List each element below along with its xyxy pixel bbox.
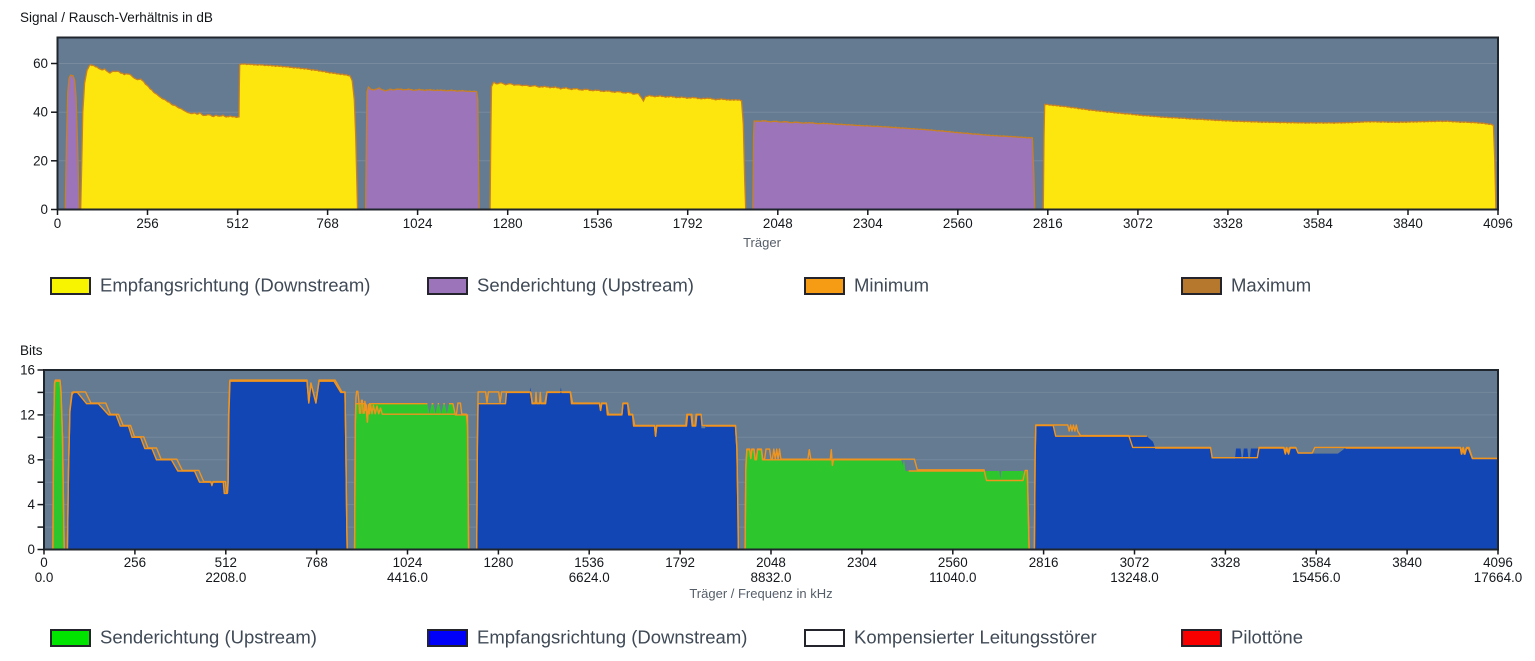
svg-text:3328: 3328 bbox=[1213, 216, 1243, 231]
svg-text:1792: 1792 bbox=[665, 555, 695, 570]
svg-text:Senderichtung (Upstream): Senderichtung (Upstream) bbox=[100, 626, 317, 647]
svg-text:3584: 3584 bbox=[1303, 216, 1333, 231]
svg-text:4416.0: 4416.0 bbox=[387, 570, 428, 585]
svg-text:Minimum: Minimum bbox=[854, 274, 929, 295]
svg-text:1792: 1792 bbox=[673, 216, 703, 231]
svg-text:2816: 2816 bbox=[1029, 555, 1059, 570]
svg-text:1024: 1024 bbox=[403, 216, 433, 231]
svg-text:0: 0 bbox=[40, 555, 47, 570]
svg-text:4096: 4096 bbox=[1483, 555, 1513, 570]
svg-text:16: 16 bbox=[20, 363, 35, 378]
svg-text:1024: 1024 bbox=[393, 555, 423, 570]
svg-text:6624.0: 6624.0 bbox=[569, 570, 610, 585]
svg-text:256: 256 bbox=[136, 216, 158, 231]
svg-text:Kompensierter Leitungsstörer: Kompensierter Leitungsstörer bbox=[854, 626, 1097, 647]
svg-text:768: 768 bbox=[316, 216, 338, 231]
svg-text:2304: 2304 bbox=[853, 216, 883, 231]
svg-text:3328: 3328 bbox=[1211, 555, 1241, 570]
svg-text:1280: 1280 bbox=[484, 555, 514, 570]
svg-text:2560: 2560 bbox=[938, 555, 968, 570]
svg-text:17664.0: 17664.0 bbox=[1474, 570, 1522, 585]
svg-text:8: 8 bbox=[28, 452, 35, 467]
svg-text:3840: 3840 bbox=[1392, 555, 1422, 570]
svg-text:20: 20 bbox=[33, 153, 48, 168]
svg-text:0: 0 bbox=[28, 542, 35, 557]
svg-text:3584: 3584 bbox=[1301, 555, 1331, 570]
svg-text:Maximum: Maximum bbox=[1231, 274, 1311, 295]
svg-text:0.0: 0.0 bbox=[35, 570, 54, 585]
svg-text:Senderichtung (Upstream): Senderichtung (Upstream) bbox=[477, 274, 694, 295]
svg-text:512: 512 bbox=[215, 555, 237, 570]
svg-text:3072: 3072 bbox=[1120, 555, 1150, 570]
svg-text:Empfangsrichtung (Downstream): Empfangsrichtung (Downstream) bbox=[477, 626, 747, 647]
svg-text:60: 60 bbox=[33, 56, 48, 71]
svg-text:0: 0 bbox=[54, 216, 61, 231]
svg-text:11040.0: 11040.0 bbox=[929, 570, 976, 585]
svg-text:512: 512 bbox=[226, 216, 248, 231]
svg-text:1280: 1280 bbox=[493, 216, 523, 231]
svg-text:2048: 2048 bbox=[763, 216, 793, 231]
svg-text:40: 40 bbox=[33, 105, 48, 120]
svg-text:2560: 2560 bbox=[943, 216, 973, 231]
svg-text:15456.0: 15456.0 bbox=[1292, 570, 1340, 585]
svg-text:12: 12 bbox=[20, 407, 35, 422]
svg-text:256: 256 bbox=[124, 555, 146, 570]
svg-text:2208.0: 2208.0 bbox=[205, 570, 246, 585]
svg-text:Signal / Rausch-Verhältnis in: Signal / Rausch-Verhältnis in dB bbox=[20, 10, 213, 25]
svg-text:3072: 3072 bbox=[1123, 216, 1153, 231]
svg-text:Träger: Träger bbox=[743, 235, 781, 250]
svg-text:4096: 4096 bbox=[1483, 216, 1513, 231]
svg-text:2816: 2816 bbox=[1033, 216, 1063, 231]
svg-text:2048: 2048 bbox=[756, 555, 786, 570]
svg-text:8832.0: 8832.0 bbox=[751, 570, 792, 585]
svg-text:4: 4 bbox=[28, 497, 36, 512]
svg-text:Bits: Bits bbox=[20, 343, 43, 358]
svg-text:Träger / Frequenz in kHz: Träger / Frequenz in kHz bbox=[689, 586, 832, 601]
svg-text:0: 0 bbox=[41, 202, 48, 217]
svg-text:Empfangsrichtung (Downstream): Empfangsrichtung (Downstream) bbox=[100, 274, 370, 295]
svg-text:Pilottöne: Pilottöne bbox=[1231, 626, 1303, 647]
svg-text:2304: 2304 bbox=[847, 555, 877, 570]
svg-text:1536: 1536 bbox=[574, 555, 604, 570]
svg-text:3840: 3840 bbox=[1393, 216, 1423, 231]
svg-text:768: 768 bbox=[305, 555, 327, 570]
svg-text:1536: 1536 bbox=[583, 216, 613, 231]
svg-text:13248.0: 13248.0 bbox=[1110, 570, 1158, 585]
